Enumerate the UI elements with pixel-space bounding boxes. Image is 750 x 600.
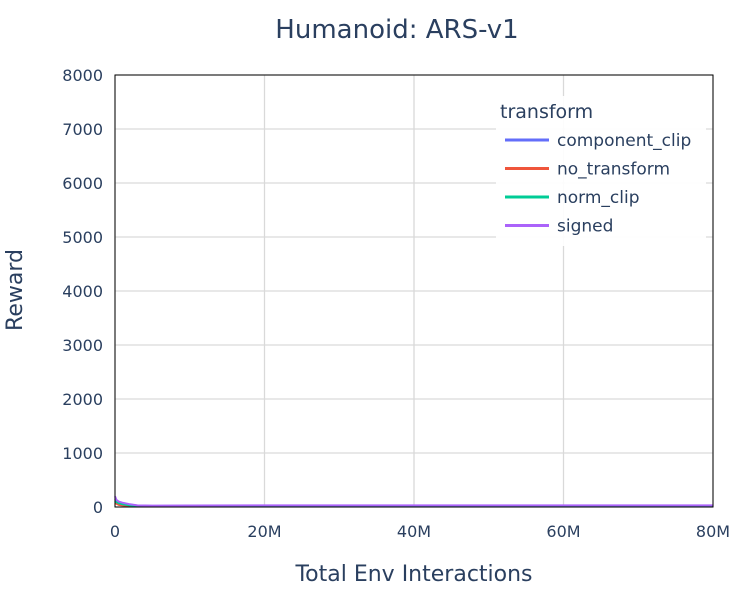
- plot-frame: [114, 74, 714, 508]
- y-tick-label: 0: [93, 498, 103, 517]
- y-tick-label: 2000: [62, 390, 103, 409]
- x-tick-label: 60M: [546, 522, 580, 541]
- x-axis-ticks: 0 20M 40M 60M 80M: [110, 522, 730, 541]
- chart-title: Humanoid: ARS-v1: [275, 15, 518, 45]
- y-tick-label: 4000: [62, 282, 103, 301]
- legend-items: component_clip no_transform norm_clipsigne…: [505, 131, 691, 237]
- legend: transform component_clip no_transformnorm…: [496, 96, 706, 246]
- legend-title: transform: [500, 101, 593, 123]
- y-axis-ticks: 0 1000 2000 3000 4000 5000 6000 7000 8000: [62, 66, 103, 517]
- y-tick-label: 7000: [62, 120, 103, 139]
- y-tick-label: 1000: [62, 444, 103, 463]
- series-line-signed: [114, 495, 713, 507]
- legend-label-norm_clip: norm_clip: [557, 188, 640, 208]
- x-tick-label: 40M: [397, 522, 431, 541]
- x-tick-label: 0: [110, 522, 120, 541]
- x-tick-label: 20M: [247, 522, 281, 541]
- y-tick-label: 6000: [62, 174, 103, 193]
- y-axis-title: Reward: [3, 249, 28, 331]
- x-tick-label: 80M: [696, 522, 730, 541]
- series-layer: [114, 495, 713, 508]
- y-tick-label: 8000: [62, 66, 103, 85]
- y-tick-label: 3000: [62, 336, 103, 355]
- legend-label-no_transform: no_transform: [557, 160, 670, 180]
- x-axis-title: Total Env Interactions: [294, 562, 532, 587]
- y-tick-label: 5000: [62, 228, 103, 247]
- legend-background: [496, 96, 706, 246]
- legend-label-signed: signed: [557, 217, 613, 237]
- legend-label-component_clip: component_clip: [557, 131, 691, 151]
